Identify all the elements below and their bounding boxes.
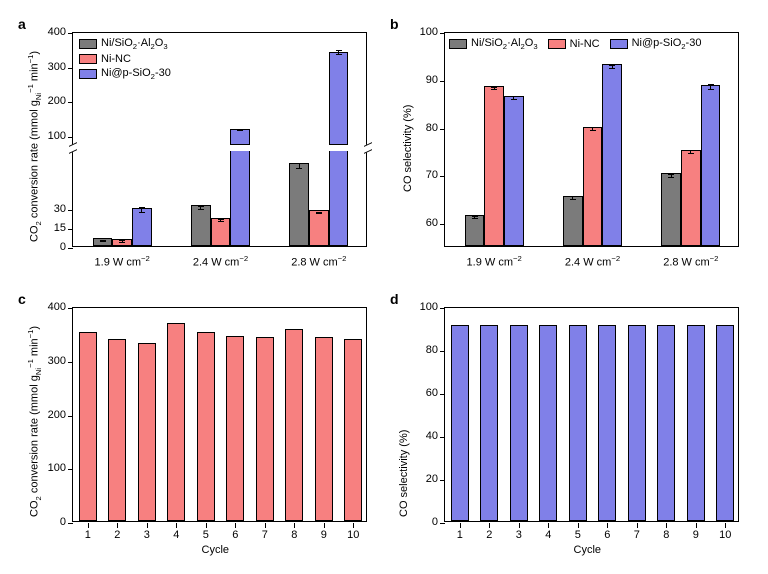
bar [108,339,126,521]
bar [138,343,156,521]
bar [79,332,97,521]
xlabel-d: Cycle [574,544,602,556]
bar [465,215,485,246]
bar [289,163,309,246]
panel-b: b 607080901001.9 W cm−22.4 W cm−22.8 W c… [384,12,756,287]
bar [661,173,681,246]
bar [569,325,587,521]
bar [504,96,524,247]
xlabel-c: Cycle [202,544,230,556]
bar [480,325,498,521]
panel-letter-a: a [18,16,26,32]
bar [285,329,303,521]
panel-a: a 015301002003004001.9 W cm−22.4 W cm−22… [12,12,384,287]
bar [687,325,705,521]
bar [344,339,362,521]
bar [167,323,185,521]
bar [510,325,528,521]
ylabel-a: CO2 conversion rate (mmol gNi−1 min−1) [26,51,43,242]
bar [191,205,211,246]
chart-a: 015301002003004001.9 W cm−22.4 W cm−22.8… [72,32,367,247]
bar [583,127,603,246]
bar [539,325,557,521]
chart-b: 607080901001.9 W cm−22.4 W cm−22.8 W cm−… [444,32,739,247]
bar [681,150,701,247]
panel-letter-d: d [390,291,399,307]
bar [256,337,274,521]
legend-b: Ni/SiO2·Al2O3Ni-NCNi@p-SiO2-30 [449,37,736,51]
bar [602,64,622,246]
bar [197,332,215,521]
bar [309,210,329,246]
ylabel-b: CO selectivity (%) [402,105,414,192]
bar [132,208,152,246]
bar [657,325,675,521]
legend-a: Ni/SiO2·Al2O3Ni-NCNi@p-SiO2-30 [79,37,171,81]
bar [701,85,721,246]
bar [716,325,734,521]
figure-grid: a 015301002003004001.9 W cm−22.4 W cm−22… [12,12,756,562]
panel-letter-c: c [18,291,26,307]
ylabel-d: CO selectivity (%) [398,430,410,517]
chart-d: 02040608010012345678910 [444,307,739,522]
panel-letter-b: b [390,16,399,32]
bar [563,196,583,246]
bar [484,86,504,246]
bar [451,325,469,521]
bar [598,325,616,521]
bar [315,337,333,521]
bar [628,325,646,521]
bar [211,218,231,246]
panel-c: c 010020030040012345678910 CO2 conversion… [12,287,384,562]
panel-d: d 02040608010012345678910 CO selectivity … [384,287,756,562]
ylabel-c: CO2 conversion rate (mmol gNi−1 min−1) [26,326,43,517]
bar [226,336,244,521]
chart-c: 010020030040012345678910 [72,307,367,522]
